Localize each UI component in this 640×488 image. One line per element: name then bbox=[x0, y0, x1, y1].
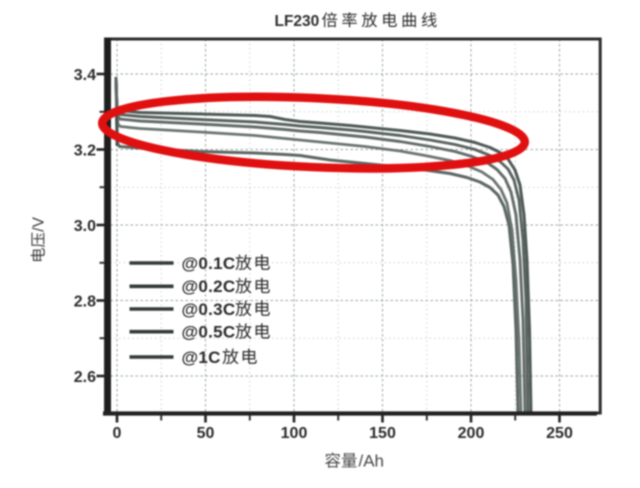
svg-text:3.4: 3.4 bbox=[74, 67, 96, 84]
svg-text:3.0: 3.0 bbox=[74, 218, 96, 235]
svg-text:0: 0 bbox=[113, 425, 122, 442]
svg-text:200: 200 bbox=[458, 425, 485, 442]
svg-text:250: 250 bbox=[546, 425, 573, 442]
svg-text:150: 150 bbox=[369, 425, 396, 442]
svg-text:2.8: 2.8 bbox=[74, 293, 96, 310]
svg-text:@0.2C: @0.2C bbox=[182, 277, 236, 296]
svg-text:50: 50 bbox=[197, 425, 215, 442]
svg-text:2.6: 2.6 bbox=[74, 369, 96, 386]
svg-text:/V: /V bbox=[31, 216, 48, 231]
svg-text:LF230: LF230 bbox=[275, 13, 320, 30]
svg-text:100: 100 bbox=[281, 425, 308, 442]
svg-text:@0.5C: @0.5C bbox=[182, 323, 236, 342]
svg-text:3.2: 3.2 bbox=[74, 142, 96, 159]
svg-text:/Ah: /Ah bbox=[359, 452, 385, 471]
svg-text:@0.1C: @0.1C bbox=[182, 254, 236, 273]
svg-text:@0.3C: @0.3C bbox=[182, 300, 236, 319]
svg-text:@1C: @1C bbox=[182, 348, 221, 367]
